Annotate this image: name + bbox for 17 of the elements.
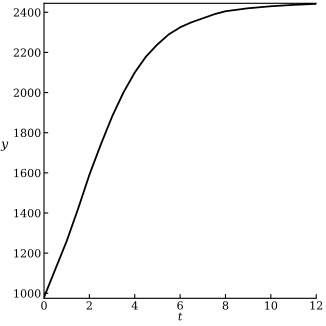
x-axis-title: t: [178, 312, 182, 320]
y-axis-title: y: [0, 142, 8, 151]
y-tick-label: 2000: [14, 88, 40, 97]
y-tick-label: 1200: [14, 249, 40, 258]
y-tick-label: 1000: [14, 289, 40, 298]
x-tick-label: 10: [265, 301, 278, 310]
x-tick-label: 4: [132, 301, 138, 310]
y-tick-label: 2400: [14, 8, 40, 17]
x-tick-label: 6: [177, 301, 183, 310]
y-tick-label: 1400: [14, 208, 40, 218]
x-tick-label: 8: [222, 301, 228, 310]
x-tick-label: 12: [310, 301, 322, 310]
y-tick-label: 1600: [14, 168, 40, 178]
y-tick-label: 2200: [14, 48, 40, 57]
x-tick-label: 2: [86, 301, 92, 310]
x-tick-label: 0: [41, 301, 47, 310]
y-tick-label: 1800: [14, 128, 40, 138]
